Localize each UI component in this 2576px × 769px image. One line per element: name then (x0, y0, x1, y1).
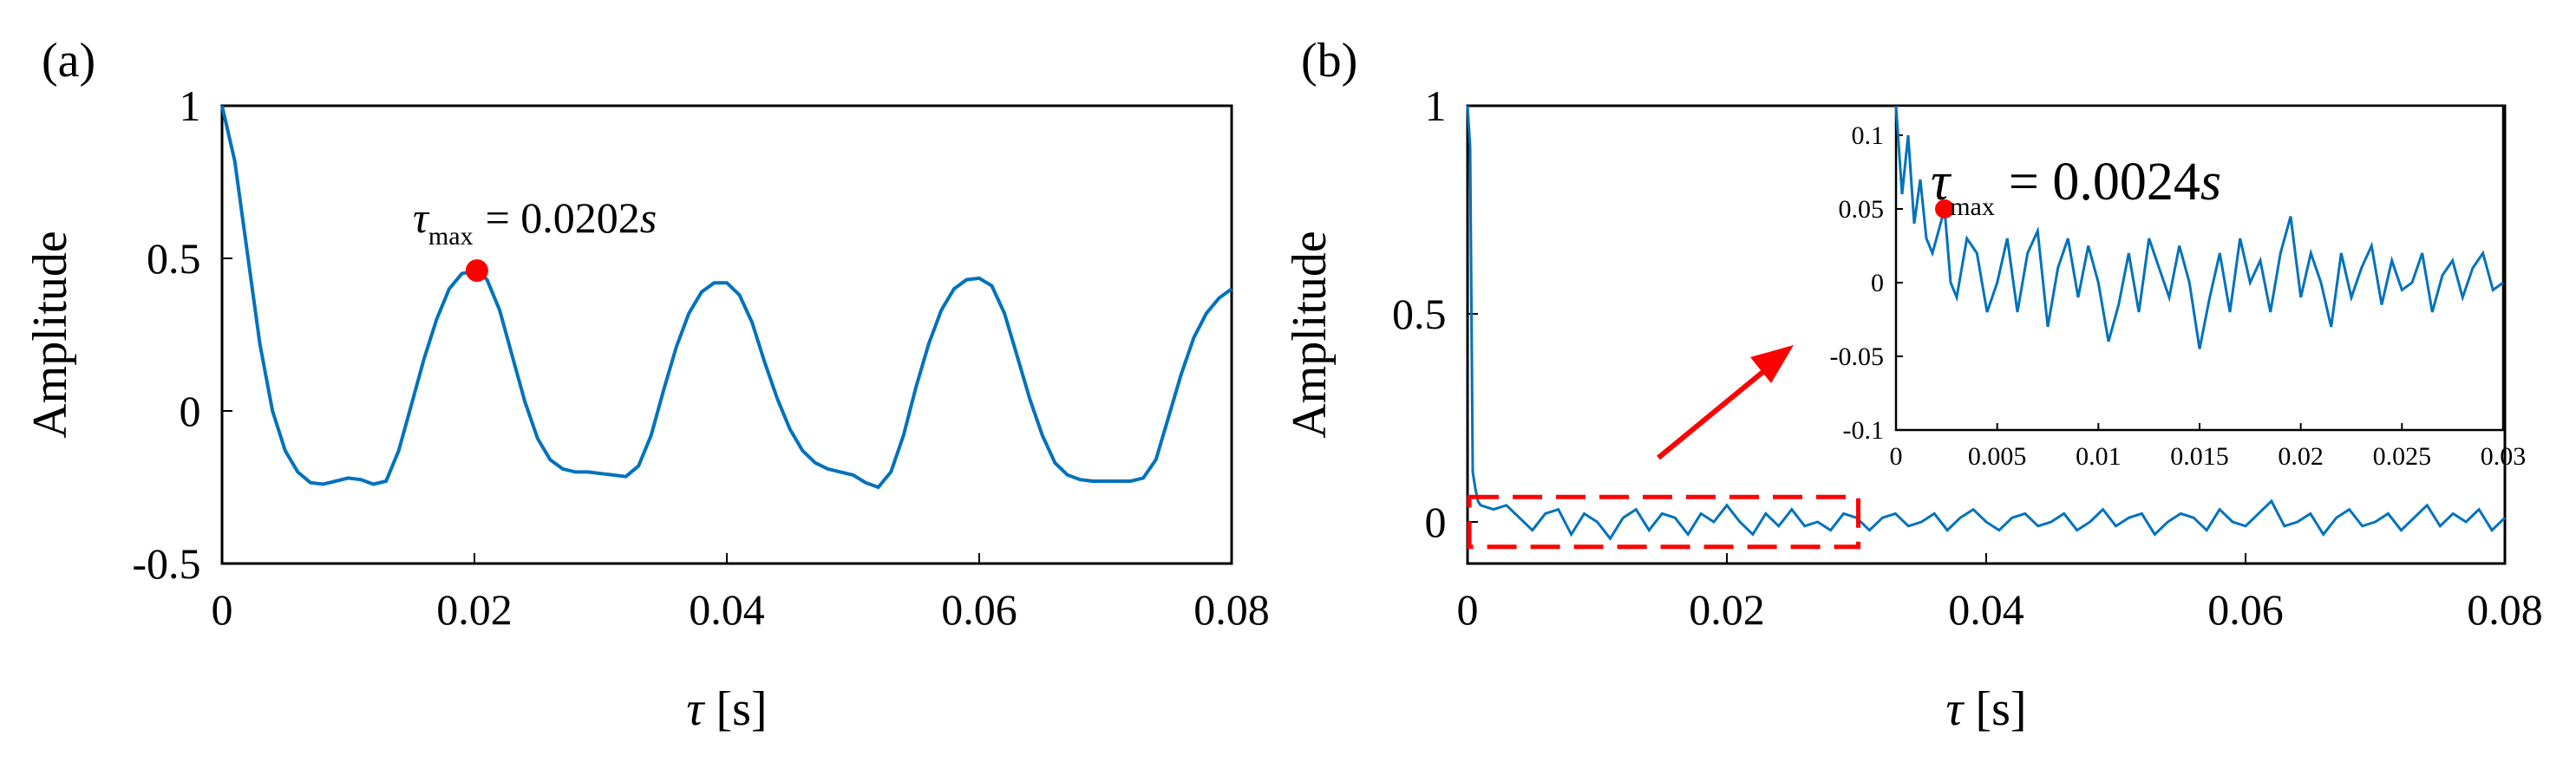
inset-x-tick-label: 0.005 (1968, 442, 2027, 471)
inset-y-tick-label: 0.1 (1852, 121, 1885, 150)
inset-x-tick-label: 0.025 (2373, 442, 2432, 471)
panel-a-y-tick-label: 1 (180, 81, 201, 130)
panel-a-annotation-unit: s (640, 193, 657, 242)
inset-tau-max-marker (1935, 199, 1954, 218)
panel-a-tau-max-marker (465, 259, 488, 283)
panel-b-y-axis-label: Amplitude (1283, 231, 1337, 439)
inset-x-tick-label: 0.03 (2481, 442, 2527, 471)
inset-annotation-subscript: max (1950, 192, 1995, 221)
panel-b-x-tick-label: 0.08 (2467, 585, 2543, 634)
panel-b-y-tick-label: 0 (1425, 498, 1447, 546)
inset-series-line (1894, 105, 2504, 349)
panel-a-x-axis-symbol: τ (686, 682, 705, 736)
inset-y-tick-label: -0.05 (1830, 342, 1885, 371)
panel-a-annotation-value: = 0.0202 (486, 193, 640, 242)
panel-b-series-line (1466, 105, 2507, 541)
panel-a-x-tick-label: 0.06 (941, 585, 1017, 634)
panel-a-x-tick-label: 0.04 (689, 585, 765, 634)
panel-b-x-axis-label: τ [s] (1945, 682, 2026, 736)
panel-b-inset: 0 0.005 0.01 0.015 0.02 0.025 0.03 -0.1-0.0500… (1830, 104, 2527, 471)
panel-b-y-tick-label: 1 (1425, 81, 1447, 130)
inset-x-tick-label: 0 (1890, 442, 1903, 471)
inset-x-tick-label: 0.02 (2278, 442, 2324, 471)
panel-b-x-axis-symbol: τ (1945, 682, 1965, 736)
panel-a-x-tick-label: 0 (212, 585, 233, 634)
panel-a-x-ticks: 0 0.02 0.04 0.06 0.08 (212, 553, 1270, 634)
panel-b-x-ticks: 0 0.02 0.04 0.06 0.08 (1457, 553, 2543, 634)
inset-x-ticks: 0 0.005 0.01 0.015 0.02 0.025 0.03 (1890, 423, 2527, 471)
panel-a-axes: 0 0.02 0.04 0.06 0.08 -0.500.51 τmax = 0.0202… (23, 81, 1270, 736)
panel-a: (a) 0 0.02 0.04 0.06 0.08 -0.500.51 τmax = 0.… (23, 34, 1270, 736)
panel-a-x-tick-label: 0.02 (436, 585, 513, 634)
panel-a-y-tick-label: 0.5 (147, 234, 201, 283)
inset-annotation-symbol: τ (1931, 153, 1952, 212)
panel-b-label: (b) (1301, 34, 1357, 88)
inset-x-tick-label: 0.015 (2170, 442, 2229, 471)
panel-a-annotation-symbol: τ (413, 193, 430, 242)
panel-b-zoom-arrow-shaft (1657, 360, 1776, 460)
panel-b-y-tick-label: 0.5 (1392, 290, 1447, 338)
inset-tau-max-annotation: τmax = 0.0024s (1931, 153, 2221, 221)
panel-a-series-line (220, 105, 1233, 490)
panel-a-annotation-subscript: max (428, 222, 474, 251)
panel-a-y-tick-label: 0 (180, 387, 201, 435)
inset-x-tick-label: 0.01 (2076, 442, 2122, 471)
panel-a-plot-frame (220, 104, 1233, 565)
inset-y-tick-label: 0 (1871, 269, 1884, 297)
panel-b-x-tick-label: 0.06 (2207, 585, 2284, 634)
panel-b-x-tick-label: 0.04 (1948, 585, 2024, 634)
inset-y-tick-label: -0.1 (1843, 416, 1885, 445)
panel-b-y-ticks: 00.51 (1392, 81, 1478, 546)
inset-annotation-unit: s (2200, 153, 2221, 212)
inset-y-ticks: -0.1 -0.05 0 0.05 0.1 (1830, 121, 1903, 445)
panel-a-label: (a) (42, 34, 95, 88)
panel-a-x-axis-unit: [s] (703, 682, 767, 736)
panel-a-y-tick-label: -0.5 (132, 539, 200, 588)
inset-annotation-value: = 0.0024 (2009, 153, 2200, 212)
panel-b-x-axis-unit: [s] (1963, 682, 2026, 736)
inset-y-tick-label: 0.05 (1839, 195, 1885, 224)
panel-b-zoom-arrow-head (1750, 345, 1794, 383)
panel-a-y-ticks: -0.5 0 0.5 1 (132, 81, 232, 588)
panel-a-x-axis-label: τ [s] (686, 682, 767, 736)
panel-b-x-tick-label: 0.02 (1689, 585, 1765, 634)
panel-b-x-tick-label: 0 (1457, 585, 1479, 634)
panel-a-tau-max-annotation: τmax = 0.0202s (413, 193, 657, 251)
panel-b-zoom-region-box (1467, 494, 1860, 550)
panel-a-x-tick-label: 0.08 (1193, 585, 1270, 634)
panel-b-axes: 0 0.02 0.04 0.06 0.08 00.51 τ [s] Amplitude (1283, 81, 2543, 736)
panel-a-y-axis-label: Amplitude (23, 231, 77, 439)
panel-b: (b) 0 0.02 0.04 0.06 0.08 00.51 τ [s] Amplit… (1283, 34, 2543, 736)
